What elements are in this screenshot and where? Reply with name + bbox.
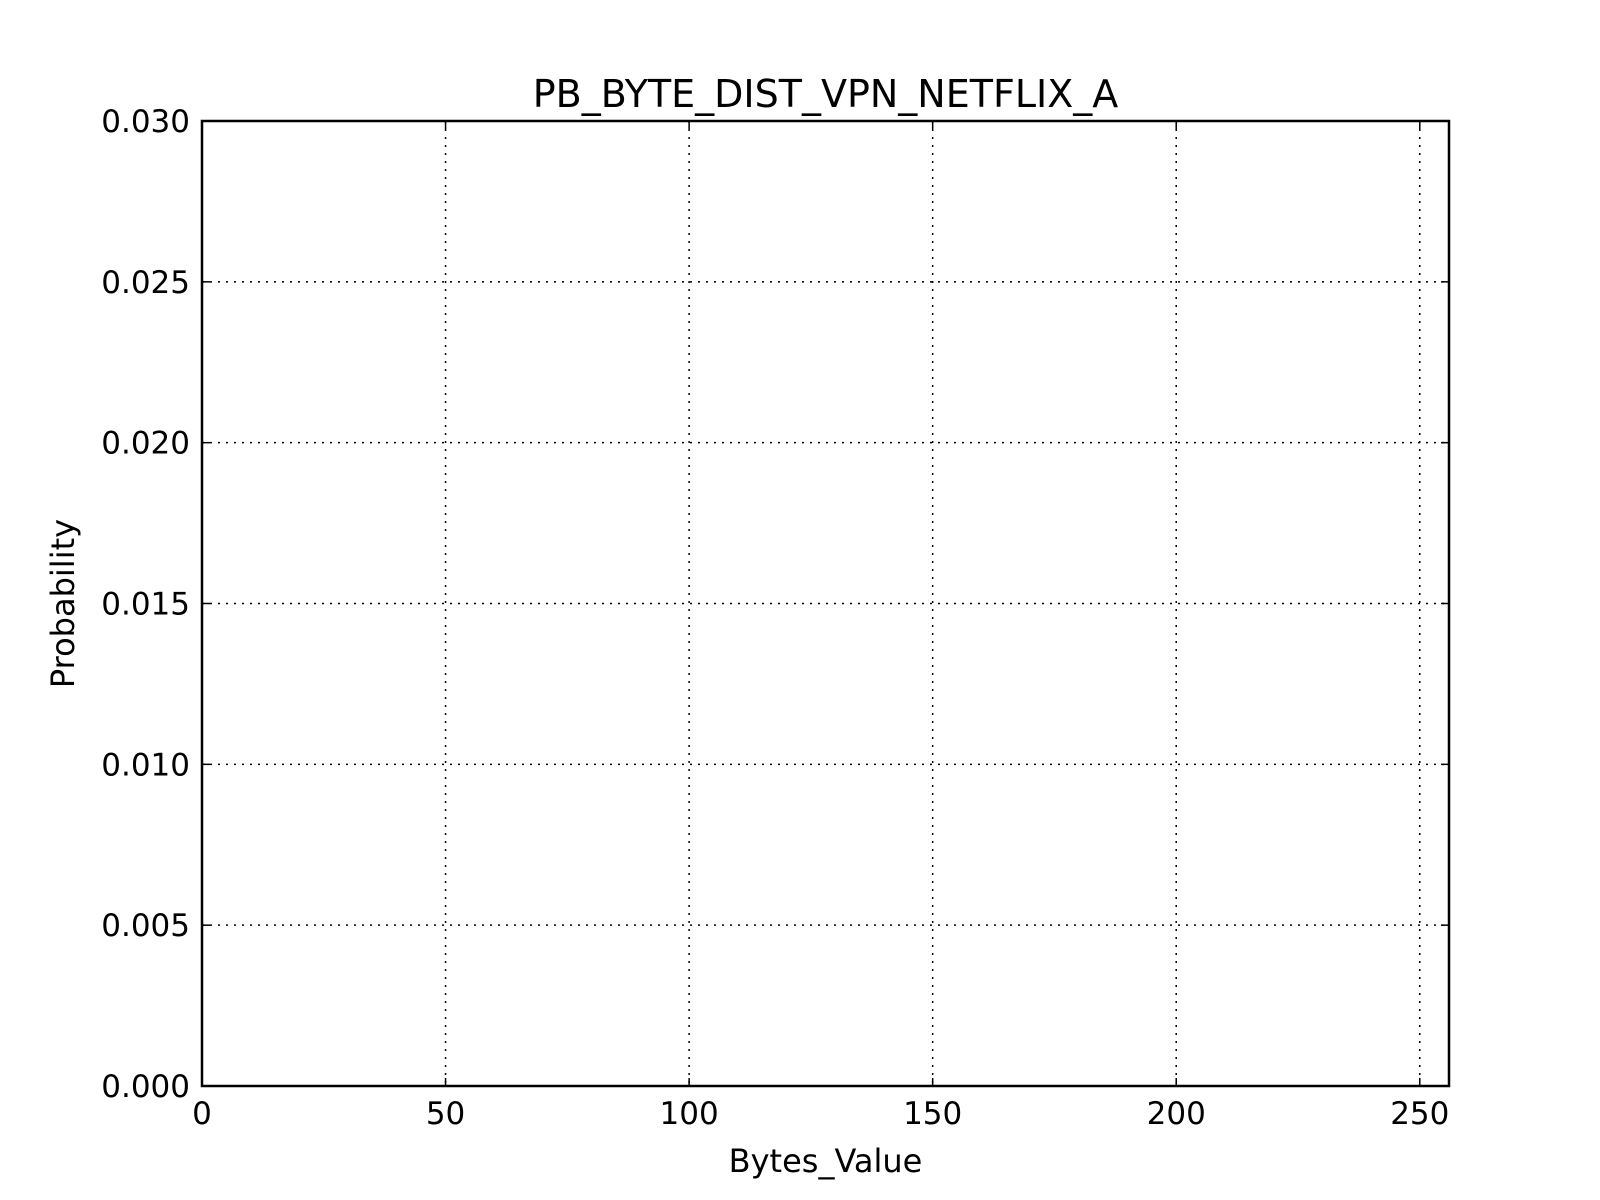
y-tick-label: 0.010: [101, 747, 190, 783]
x-tick-label: 0: [192, 1096, 212, 1132]
y-tick-label: 0.020: [101, 426, 190, 462]
chart-title: PB_BYTE_DIST_VPN_NETFLIX_A: [533, 72, 1118, 116]
y-tick-label: 0.000: [101, 1069, 190, 1105]
y-tick-label: 0.015: [101, 587, 190, 623]
y-tick-label: 0.030: [101, 104, 190, 140]
y-axis-label: Probability: [44, 519, 82, 688]
x-tick-label: 250: [1390, 1096, 1449, 1132]
x-tick-label: 50: [426, 1096, 465, 1132]
x-tick-label: 200: [1147, 1096, 1206, 1132]
y-tick-label: 0.005: [101, 908, 190, 944]
grid: [202, 121, 1449, 1086]
plot-frame: [200, 119, 1451, 1088]
x-tick-label: 150: [903, 1096, 962, 1132]
x-tick-label: 100: [660, 1096, 719, 1132]
x-axis-label: Bytes_Value: [729, 1142, 923, 1180]
y-tick-label: 0.025: [101, 265, 190, 301]
tick-labels: 0 50 100 150 200 250 0.000 0.005 0.010 0.015 0.020…: [101, 104, 1449, 1132]
